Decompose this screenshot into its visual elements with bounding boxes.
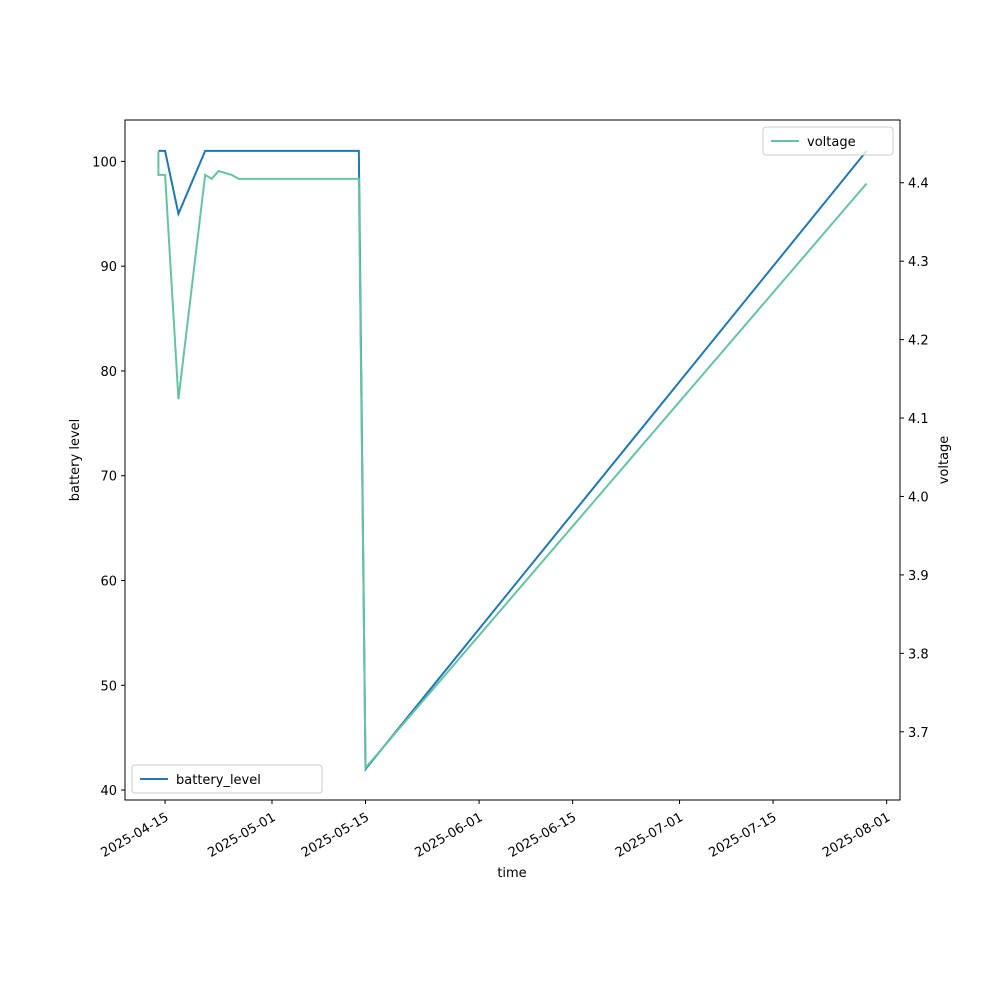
y2-tick-label: 3.8 <box>908 647 929 662</box>
y2-axis-label: voltage <box>937 436 952 485</box>
y2-tick-label: 3.9 <box>908 569 929 584</box>
legend-box <box>131 764 323 794</box>
y-tick-label: 90 <box>100 260 117 275</box>
x-axis-label: time <box>497 866 526 881</box>
y-tick-label: 60 <box>100 574 117 589</box>
legend: battery_level <box>131 764 323 794</box>
x-tick-label: 2025-05-15 <box>299 810 372 861</box>
x-tick-label: 2025-07-01 <box>613 810 686 861</box>
y-tick-label: 100 <box>92 155 117 170</box>
y2-tick-label: 4.1 <box>908 412 929 427</box>
y2-tick-label: 4.4 <box>908 177 929 192</box>
y-tick-label: 80 <box>100 365 117 380</box>
y2-tick-label: 4.3 <box>908 255 929 270</box>
x-tick-label: 2025-07-15 <box>707 810 780 861</box>
series-line <box>157 151 868 771</box>
legend-box <box>762 126 894 156</box>
x-tick-label: 2025-08-01 <box>820 810 893 861</box>
x-tick-label: 2025-06-01 <box>413 810 486 861</box>
plot-frame <box>124 119 901 801</box>
y-tick-label: 40 <box>100 784 117 799</box>
x-tick-label: 2025-06-15 <box>506 810 579 861</box>
y-tick-label: 70 <box>100 470 117 485</box>
y2-tick-label: 4.0 <box>908 490 929 505</box>
y2-tick-label: 4.2 <box>908 334 929 349</box>
x-tick-label: 2025-05-01 <box>205 810 278 861</box>
y-tick-label: 50 <box>100 679 117 694</box>
y-axis-label: battery level <box>68 419 83 502</box>
legend: voltage <box>762 126 894 156</box>
series-line <box>158 149 868 772</box>
legend-label: battery_level <box>176 773 261 788</box>
legend-label: voltage <box>807 135 856 150</box>
y2-tick-label: 3.7 <box>908 726 929 741</box>
x-tick-label: 2025-04-15 <box>99 810 172 861</box>
